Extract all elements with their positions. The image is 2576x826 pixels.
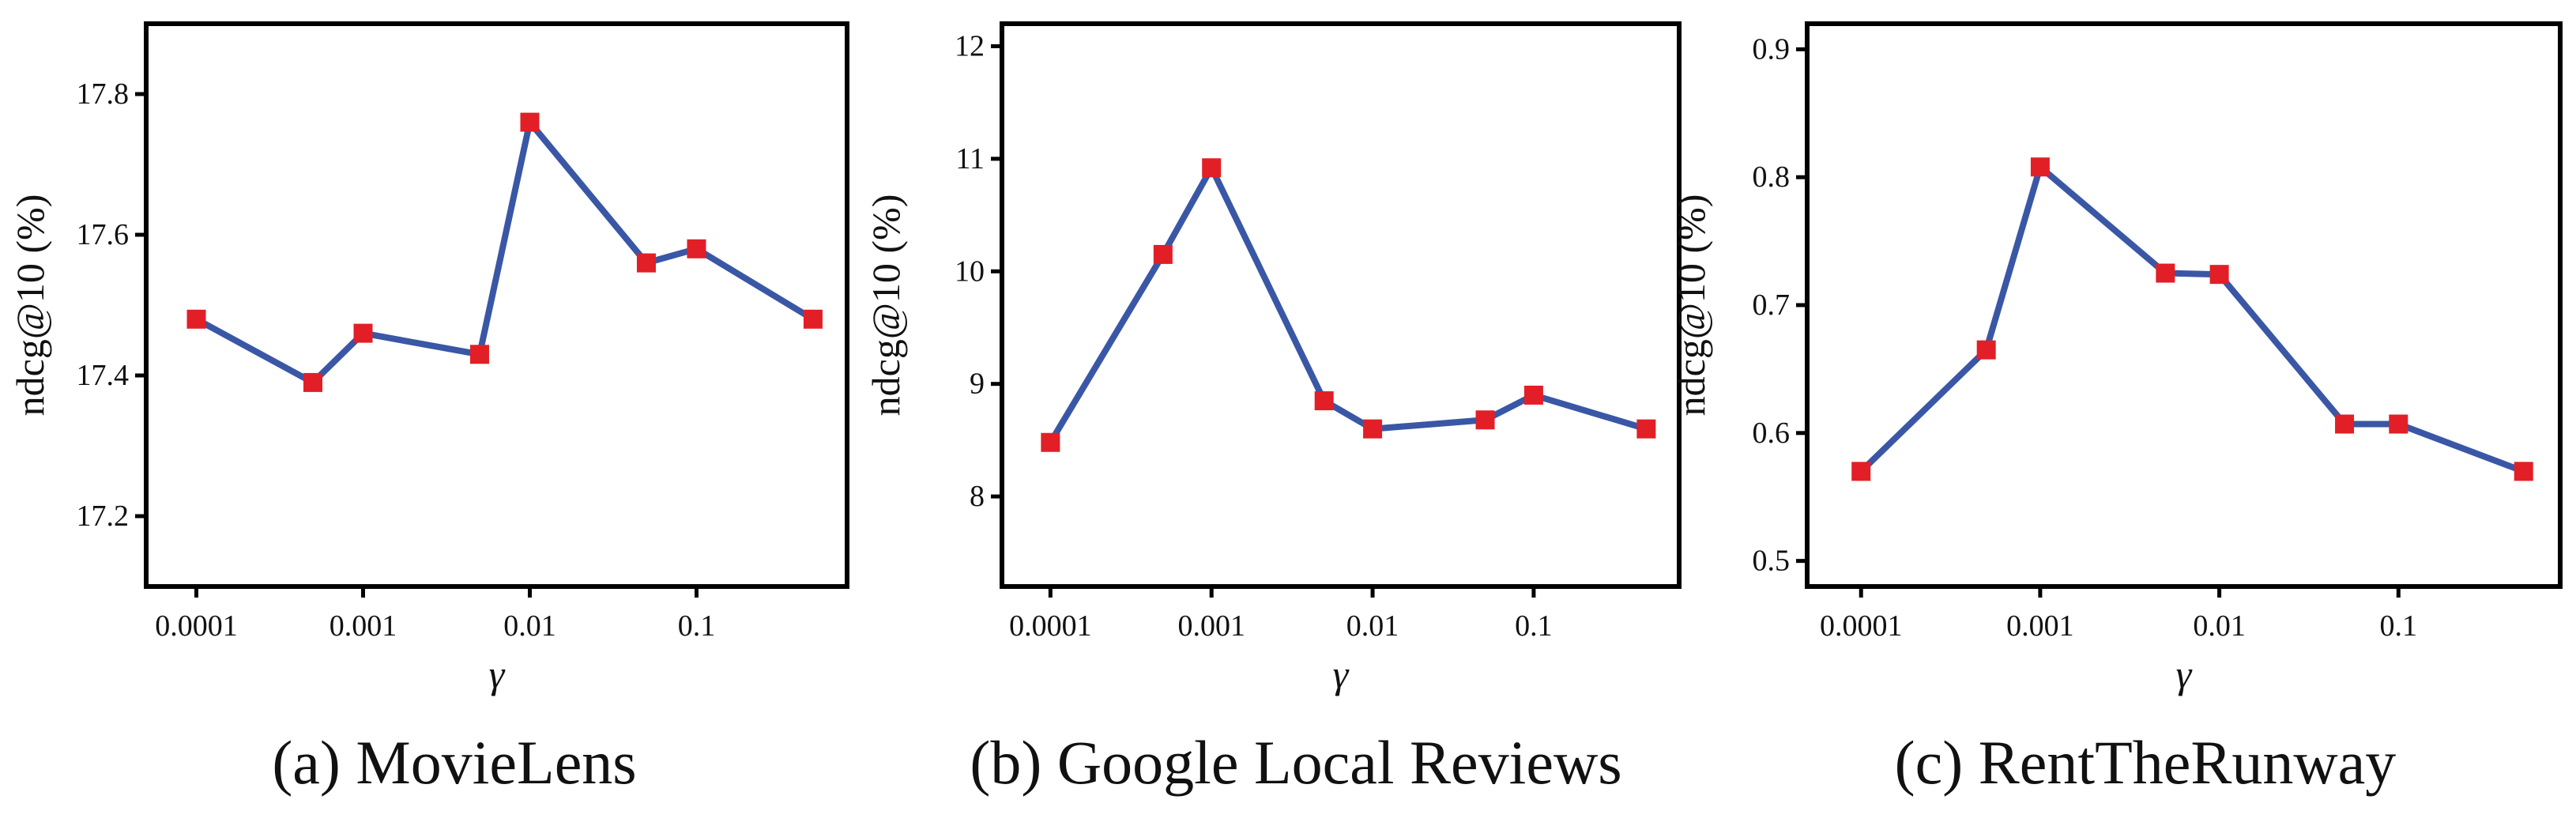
chart-2-data-point xyxy=(2030,157,2050,177)
chart-2-x-tick-label: 0.001 xyxy=(2006,609,2074,643)
chart-1-x-tick-label: 0.0001 xyxy=(1009,609,1092,643)
chart-2-data-point xyxy=(2335,414,2355,434)
chart-0-data-point xyxy=(636,253,656,273)
chart-0-y-tick-label: 17.8 xyxy=(77,77,130,111)
chart-0-x-tick-label: 0.1 xyxy=(678,609,716,643)
caption-c: (c) RentTheRunway xyxy=(1894,728,2397,797)
chart-0-data-point xyxy=(303,372,322,392)
chart-1-series-line xyxy=(1047,164,1648,444)
chart-1-data-point xyxy=(1041,432,1060,452)
chart-0-data-point xyxy=(803,309,823,329)
chart-2-y-tick-label: 0.7 xyxy=(1753,289,1791,322)
chart-0-x-axis-title: γ xyxy=(489,652,506,696)
caption-a: (a) MovieLens xyxy=(272,728,637,797)
chart-0-axes-frame xyxy=(144,21,849,589)
chart-2-x-tick-label: 0.0001 xyxy=(1820,609,1903,643)
chart-2-data-point xyxy=(1976,340,1996,360)
chart-0-x-tick-label: 0.001 xyxy=(330,609,397,643)
chart-2-y-axis-title: ndcg@10 (%) xyxy=(1669,194,1713,417)
caption-b: (b) Google Local Reviews xyxy=(970,728,1622,797)
chart-2-data-point xyxy=(2514,462,2533,481)
chart-1-x-axis-title: γ xyxy=(1333,652,1350,696)
chart-2-y-tick-label: 0.9 xyxy=(1753,32,1791,66)
chart-0-x-tick-label: 0.0001 xyxy=(155,609,238,643)
chart-1-x-tick-label: 0.1 xyxy=(1515,609,1553,643)
chart-2-data-point xyxy=(2156,263,2175,283)
chart-2-x-tick-label: 0.01 xyxy=(2193,609,2246,643)
chart-1-data-point xyxy=(1475,410,1495,430)
chart-1-y-tick-label: 8 xyxy=(970,480,985,513)
chart-2-x-tick-label: 0.1 xyxy=(2380,609,2418,643)
chart-0-series-line xyxy=(194,119,815,386)
chart-1-data-point xyxy=(1363,419,1383,439)
chart-1-data-point xyxy=(1153,244,1173,264)
chart-0-y-axis-title: ndcg@10 (%) xyxy=(8,194,52,417)
chart-0-data-point xyxy=(186,309,206,329)
chart-2-data-point xyxy=(2389,414,2408,434)
chart-1-axes-frame xyxy=(1000,21,1682,589)
chart-1-data-point xyxy=(1314,391,1334,411)
chart-0-data-point xyxy=(469,345,489,364)
chart-2-y-tick-label: 0.5 xyxy=(1753,545,1791,578)
chart-0-data-point xyxy=(353,323,373,343)
chart-2-x-axis-title: γ xyxy=(2176,652,2193,696)
chart-0-y-tick-label: 17.6 xyxy=(77,218,130,251)
chart-0-data-point xyxy=(520,112,540,132)
chart-2-data-point xyxy=(1851,462,1871,481)
chart-1-data-point xyxy=(1523,385,1543,405)
chart-0-x-tick-label: 0.01 xyxy=(503,609,556,643)
chart-0-data-point xyxy=(687,239,706,258)
chart-1-data-point xyxy=(1636,419,1656,439)
chart-1-data-point xyxy=(1202,158,1222,178)
chart-2-y-tick-label: 0.8 xyxy=(1753,160,1791,194)
chart-1-y-tick-label: 11 xyxy=(955,142,985,175)
chart-0-y-tick-label: 17.2 xyxy=(77,500,130,533)
chart-2-y-tick-label: 0.6 xyxy=(1753,417,1791,450)
chart-0-y-tick-label: 17.4 xyxy=(77,359,130,392)
chart-1-y-tick-label: 12 xyxy=(955,29,985,62)
chart-1-y-tick-label: 10 xyxy=(955,255,985,288)
chart-1-x-tick-label: 0.01 xyxy=(1346,609,1399,643)
chart-1-x-tick-label: 0.001 xyxy=(1177,609,1245,643)
chart-2-axes-frame xyxy=(1805,21,2563,589)
chart-2-series-line xyxy=(1859,164,2525,475)
chart-1-y-tick-label: 9 xyxy=(970,368,985,401)
chart-2-data-point xyxy=(2209,265,2229,285)
chart-1-y-axis-title: ndcg@10 (%) xyxy=(864,194,908,417)
